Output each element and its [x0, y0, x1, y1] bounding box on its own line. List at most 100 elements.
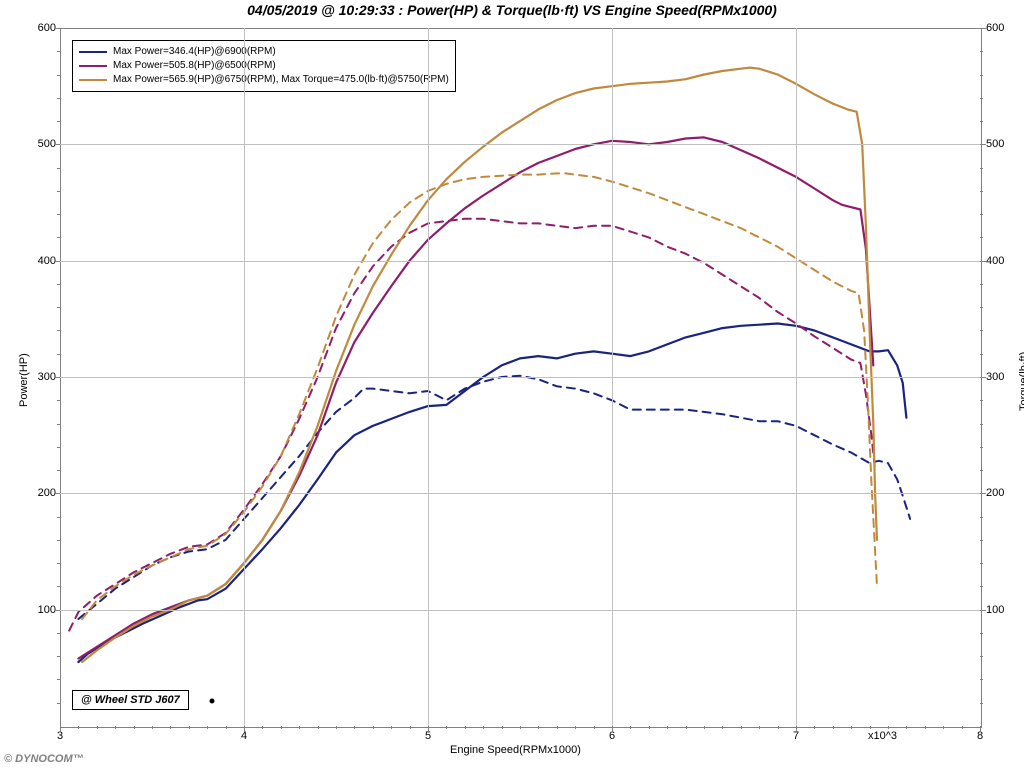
- x-minor-tick: [759, 726, 760, 729]
- x-minor-tick: [575, 726, 576, 729]
- y-right-tick-label: 600: [986, 22, 1004, 34]
- y-left-minor-tick: [57, 191, 60, 192]
- y-right-axis-label: Torque(lb·ft): [1018, 352, 1024, 411]
- y-right-minor-tick: [980, 656, 983, 657]
- y-left-minor-tick: [57, 679, 60, 680]
- legend-item: Max Power=505.8(HP)@6500(RPM): [79, 59, 449, 73]
- y-right-minor-tick: [980, 237, 983, 238]
- y-left-minor-tick: [57, 284, 60, 285]
- x-minor-tick: [354, 726, 355, 729]
- x-minor-tick: [391, 726, 392, 729]
- x-minor-tick: [299, 726, 300, 729]
- x-minor-tick: [60, 726, 61, 732]
- chart-container: 04/05/2019 @ 10:29:33 : Power(HP) & Torq…: [0, 0, 1024, 768]
- y-right-minor-tick: [980, 75, 983, 76]
- x-minor-tick: [244, 726, 245, 732]
- x-minor-tick: [520, 726, 521, 729]
- x-minor-tick: [170, 726, 171, 729]
- x-minor-tick: [189, 726, 190, 729]
- x-minor-tick: [336, 726, 337, 729]
- y-left-minor-tick: [57, 214, 60, 215]
- x-minor-tick: [667, 726, 668, 729]
- y-right-minor-tick: [980, 191, 983, 192]
- y-left-minor-tick: [57, 656, 60, 657]
- y-right-minor-tick: [980, 610, 986, 611]
- y-right-tick-label: 200: [986, 487, 1004, 499]
- y-right-minor-tick: [980, 400, 983, 401]
- y-left-tick-label: 200: [28, 487, 56, 499]
- y-left-minor-tick: [54, 493, 60, 494]
- y-right-minor-tick: [980, 586, 983, 587]
- x-minor-tick: [465, 726, 466, 729]
- y-left-minor-tick: [57, 75, 60, 76]
- y-right-minor-tick: [980, 354, 983, 355]
- x-minor-tick: [97, 726, 98, 729]
- legend-swatch: [79, 51, 107, 53]
- y-left-minor-tick: [57, 237, 60, 238]
- x-minor-tick: [741, 726, 742, 729]
- y-right-minor-tick: [980, 679, 983, 680]
- y-right-tick-label: 100: [986, 604, 1004, 616]
- grid-line-h: [60, 377, 980, 378]
- y-left-minor-tick: [54, 610, 60, 611]
- y-left-minor-tick: [57, 307, 60, 308]
- x-minor-tick: [796, 726, 797, 732]
- x-minor-tick: [78, 726, 79, 729]
- x-minor-tick: [428, 726, 429, 732]
- x-axis-label: Engine Speed(RPMx1000): [450, 744, 581, 756]
- legend-swatch: [79, 79, 107, 81]
- x-minor-tick: [649, 726, 650, 729]
- legend-label: Max Power=346.4(HP)@6900(RPM): [113, 45, 276, 59]
- y-left-minor-tick: [54, 377, 60, 378]
- y-right-minor-tick: [980, 284, 983, 285]
- y-right-minor-tick: [980, 703, 983, 704]
- y-left-minor-tick: [54, 28, 60, 29]
- y-left-minor-tick: [57, 424, 60, 425]
- x-minor-tick: [446, 726, 447, 729]
- y-left-minor-tick: [57, 470, 60, 471]
- y-left-minor-tick: [57, 98, 60, 99]
- x-minor-tick: [833, 726, 834, 729]
- x-minor-tick: [281, 726, 282, 729]
- y-left-minor-tick: [57, 51, 60, 52]
- series-run3-torque: [82, 173, 877, 619]
- x-minor-tick: [704, 726, 705, 729]
- x-minor-tick: [502, 726, 503, 729]
- y-left-minor-tick: [57, 168, 60, 169]
- x-minor-tick: [906, 726, 907, 729]
- x-unit-label: x10^3: [868, 730, 897, 742]
- y-right-minor-tick: [980, 28, 986, 29]
- y-left-minor-tick: [57, 121, 60, 122]
- y-left-minor-tick: [57, 447, 60, 448]
- x-minor-tick: [557, 726, 558, 729]
- y-right-minor-tick: [980, 540, 983, 541]
- grid-line-h: [60, 261, 980, 262]
- legend-label: Max Power=505.8(HP)@6500(RPM): [113, 59, 276, 73]
- grid-line-h: [60, 144, 980, 145]
- x-minor-tick: [962, 726, 963, 729]
- x-minor-tick: [612, 726, 613, 732]
- x-minor-tick: [115, 726, 116, 729]
- x-minor-tick: [134, 726, 135, 729]
- x-minor-tick: [814, 726, 815, 729]
- y-left-minor-tick: [57, 563, 60, 564]
- series-run1-torque: [78, 376, 910, 619]
- x-minor-tick: [980, 726, 981, 732]
- x-minor-tick: [851, 726, 852, 729]
- x-minor-tick: [410, 726, 411, 729]
- annotation-box: @ Wheel STD J607: [72, 690, 189, 710]
- y-right-minor-tick: [980, 470, 983, 471]
- y-right-minor-tick: [980, 261, 986, 262]
- y-right-tick-label: 300: [986, 371, 1004, 383]
- annotation-dot: [210, 699, 215, 704]
- y-right-minor-tick: [980, 563, 983, 564]
- x-minor-tick: [686, 726, 687, 729]
- x-minor-tick: [538, 726, 539, 729]
- x-minor-tick: [630, 726, 631, 729]
- y-left-minor-tick: [54, 261, 60, 262]
- x-minor-tick: [262, 726, 263, 729]
- y-right-minor-tick: [980, 424, 983, 425]
- y-left-minor-tick: [57, 633, 60, 634]
- y-right-tick-label: 500: [986, 138, 1004, 150]
- y-right-minor-tick: [980, 307, 983, 308]
